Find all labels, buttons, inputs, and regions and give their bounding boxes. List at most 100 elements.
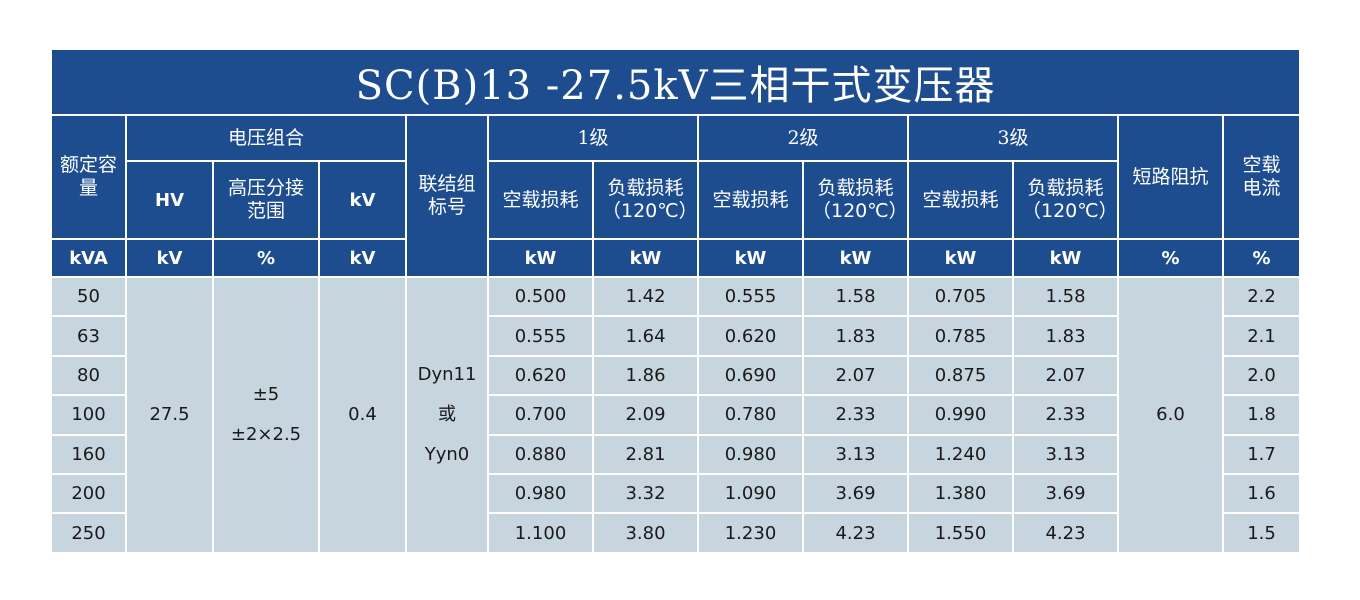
cell-tap-range: ±5 ±2×2.5 [212, 276, 320, 554]
unit-g1-load: kW [592, 238, 699, 278]
cell-g1-no-load-loss: 0.880 [487, 433, 594, 475]
cell-hv-value: 27.5 [125, 276, 214, 554]
header-g3-load-loss: 负载损耗（120℃） [1012, 160, 1119, 240]
vector-group-line: Dyn11 [417, 363, 477, 385]
header-tap-range: 高压分接范围 [212, 160, 320, 240]
cell-impedance-value: 6.0 [1117, 276, 1224, 554]
cell-g1-load-loss: 3.80 [592, 512, 699, 554]
unit-current: % [1221, 238, 1302, 278]
header-g2-load-loss: 负载损耗（120℃） [802, 160, 909, 240]
unit-g2-no-load: kW [697, 238, 804, 278]
spec-table-container: SC(B)13 -27.5kV三相干式变压器 额定容量 电压组合 联结组标号 1… [49, 48, 1302, 554]
cell-g2-no-load-loss: 1.090 [697, 472, 804, 515]
cell-no-load-current: 1.8 [1221, 394, 1302, 436]
cell-no-load-current: 1.6 [1221, 472, 1302, 515]
cell-g3-load-loss: 2.07 [1012, 354, 1119, 397]
cell-g1-no-load-loss: 0.700 [487, 394, 594, 436]
cell-g3-no-load-loss: 0.875 [907, 354, 1014, 397]
cell-g1-load-loss: 3.32 [592, 472, 699, 515]
unit-hv: kV [125, 238, 214, 278]
header-impedance: 短路阻抗 [1117, 114, 1224, 240]
header-vector-group: 联结组标号 [405, 114, 489, 278]
unit-g1-no-load: kW [487, 238, 594, 278]
cell-no-load-current: 1.5 [1221, 512, 1302, 554]
cell-g1-load-loss: 1.64 [592, 315, 699, 357]
tap-range-line: ±2×2.5 [230, 423, 302, 445]
cell-g1-no-load-loss: 0.980 [487, 472, 594, 515]
cell-g3-no-load-loss: 1.380 [907, 472, 1014, 515]
tap-range-line: ±5 [252, 383, 280, 405]
unit-g3-load: kW [1012, 238, 1119, 278]
cell-g2-no-load-loss: 0.780 [697, 394, 804, 436]
cell-g3-load-loss: 1.83 [1012, 315, 1119, 357]
table-row: 100 0.700 2.09 0.780 2.33 0.990 2.33 1.8 [50, 394, 1302, 436]
cell-capacity: 63 [50, 315, 127, 357]
vector-group-line: Yyn0 [424, 443, 470, 465]
header-no-load-current: 空载电流 [1221, 114, 1302, 240]
table-title: SC(B)13 -27.5kV三相干式变压器 [49, 48, 1302, 116]
cell-no-load-current: 2.2 [1221, 275, 1302, 318]
cell-no-load-current: 2.0 [1221, 354, 1302, 397]
cell-g2-no-load-loss: 0.980 [697, 433, 804, 475]
cell-g3-no-load-loss: 1.240 [907, 433, 1014, 475]
table-row: 80 0.620 1.86 0.690 2.07 0.875 2.07 2.0 [50, 354, 1302, 397]
header-g2-no-load-loss: 空载损耗 [697, 160, 804, 240]
unit-g2-load: kW [802, 238, 909, 278]
cell-g1-load-loss: 2.09 [592, 394, 699, 436]
cell-g3-no-load-loss: 1.550 [907, 512, 1014, 554]
cell-g2-no-load-loss: 0.620 [697, 315, 804, 357]
cell-g3-no-load-loss: 0.705 [907, 275, 1014, 318]
cell-g2-load-loss: 1.58 [802, 275, 909, 318]
unit-g3-no-load: kW [907, 238, 1014, 278]
table-row: 50 27.5 ±5 ±2×2.5 0.4 Dyn11 或 Yyn0 0.500 1.42 0.55… [50, 275, 1302, 554]
header-voltage-combo: 电压组合 [125, 114, 407, 162]
cell-no-load-current: 2.1 [1221, 315, 1302, 357]
cell-g2-load-loss: 1.83 [802, 315, 909, 357]
table-row: 160 0.880 2.81 0.980 3.13 1.240 3.13 1.7 [50, 433, 1302, 475]
cell-g3-load-loss: 2.33 [1012, 394, 1119, 436]
cell-g2-load-loss: 3.69 [802, 472, 909, 515]
cell-g1-no-load-loss: 0.500 [487, 275, 594, 318]
cell-lv-value: 0.4 [318, 276, 407, 554]
cell-g3-load-loss: 1.58 [1012, 275, 1119, 318]
header-hv: HV [125, 160, 214, 240]
header-g1-load-loss: 负载损耗（120℃） [592, 160, 699, 240]
cell-g1-no-load-loss: 0.555 [487, 315, 594, 357]
cell-capacity: 100 [50, 394, 127, 436]
cell-g3-no-load-loss: 0.990 [907, 394, 1014, 436]
unit-lv: kV [318, 238, 407, 278]
cell-g2-load-loss: 4.23 [802, 512, 909, 554]
unit-impedance: % [1117, 238, 1224, 278]
cell-g3-no-load-loss: 0.785 [907, 315, 1014, 357]
cell-g2-load-loss: 2.07 [802, 354, 909, 397]
header-grade-1: 1级 [487, 114, 699, 162]
table-row: 200 0.980 3.32 1.090 3.69 1.380 3.69 1.6 [50, 472, 1302, 515]
cell-g1-load-loss: 1.42 [592, 275, 699, 318]
cell-capacity: 80 [50, 354, 127, 397]
header-g1-no-load-loss: 空载损耗 [487, 160, 594, 240]
cell-capacity: 50 [50, 275, 127, 318]
header-rated-capacity: 额定容量 [50, 114, 127, 240]
cell-capacity: 160 [50, 433, 127, 475]
cell-g3-load-loss: 4.23 [1012, 512, 1119, 554]
table-row: 63 0.555 1.64 0.620 1.83 0.785 1.83 2.1 [50, 315, 1302, 357]
vector-group-line: 或 [438, 403, 456, 425]
cell-g2-load-loss: 3.13 [802, 433, 909, 475]
cell-g2-no-load-loss: 0.555 [697, 275, 804, 318]
unit-capacity: kVA [50, 238, 127, 278]
cell-capacity: 200 [50, 472, 127, 515]
header-grade-3: 3级 [907, 114, 1119, 162]
cell-g2-load-loss: 2.33 [802, 394, 909, 436]
cell-g2-no-load-loss: 1.230 [697, 512, 804, 554]
cell-vector-group: Dyn11 或 Yyn0 [405, 276, 489, 554]
cell-g1-load-loss: 1.86 [592, 354, 699, 397]
header-g3-no-load-loss: 空载损耗 [907, 160, 1014, 240]
cell-g3-load-loss: 3.13 [1012, 433, 1119, 475]
cell-g1-no-load-loss: 0.620 [487, 354, 594, 397]
unit-tap: % [212, 238, 320, 278]
transformer-spec-table: SC(B)13 -27.5kV三相干式变压器 额定容量 电压组合 联结组标号 1… [49, 48, 1302, 554]
header-lv: kV [318, 160, 407, 240]
cell-g1-no-load-loss: 1.100 [487, 512, 594, 554]
cell-g1-load-loss: 2.81 [592, 433, 699, 475]
header-grade-2: 2级 [697, 114, 909, 162]
